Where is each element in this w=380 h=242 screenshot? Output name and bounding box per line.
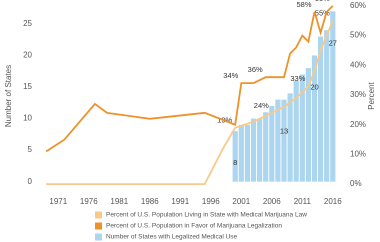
x-tick-label: 2001 xyxy=(232,197,250,206)
bar xyxy=(275,99,281,182)
x-tick-label: 1981 xyxy=(110,197,128,206)
bar xyxy=(281,99,287,182)
line-value-label: 60% xyxy=(315,0,330,3)
x-tick-label: 1986 xyxy=(141,197,159,206)
y-tick-label: 25 xyxy=(23,19,32,28)
bar xyxy=(293,80,299,182)
bar xyxy=(324,30,330,182)
bar xyxy=(299,74,305,182)
bar xyxy=(305,68,311,182)
legend-swatch xyxy=(95,233,102,241)
bar-value-label: 27 xyxy=(329,38,337,47)
y2-tick-label: 60% xyxy=(350,1,366,10)
line-value-label: 33% xyxy=(290,74,305,83)
x-tick-label: 2016 xyxy=(324,197,342,206)
line-value-label: 55% xyxy=(315,9,330,18)
y2-tick-label: 50% xyxy=(350,31,366,40)
y-tick-label: 0 xyxy=(28,177,33,186)
bar xyxy=(244,124,250,182)
y2-tick-label: 30% xyxy=(350,90,366,99)
line-value-label: 36% xyxy=(248,65,263,74)
bar xyxy=(311,55,318,182)
bar xyxy=(318,36,324,182)
bar xyxy=(287,93,293,182)
x-tick-label: 1971 xyxy=(49,197,67,206)
x-tick-label: 2011 xyxy=(294,197,312,206)
bar-value-label: 20 xyxy=(310,82,318,91)
y2-tick-label: 0% xyxy=(350,179,362,188)
line xyxy=(46,20,334,186)
y2-tick-label: 10% xyxy=(350,150,366,159)
bar xyxy=(238,124,244,182)
y-tick-label: 10 xyxy=(23,114,32,123)
y-tick-label: 15 xyxy=(23,82,32,91)
x-tick-label: 2006 xyxy=(263,197,281,206)
y2-axis-label: Percent xyxy=(367,81,376,109)
legend-label: Percent of U.S. Population Living in Sta… xyxy=(106,212,307,219)
legend-swatch xyxy=(95,211,102,219)
bar xyxy=(269,105,275,182)
line-value-label: 58% xyxy=(296,0,311,9)
line-value-label: 24% xyxy=(254,101,269,110)
line xyxy=(45,5,334,153)
x-tick-label: 1991 xyxy=(171,197,189,206)
y2-tick-label: 40% xyxy=(350,60,366,69)
bar xyxy=(257,118,263,182)
x-tick-label: 1996 xyxy=(202,197,220,206)
x-tick-label: 1976 xyxy=(80,197,98,206)
bar-value-label: 8 xyxy=(233,158,237,167)
y-tick-label: 5 xyxy=(28,145,33,154)
bar xyxy=(232,131,238,182)
y-axis-label: Number of States xyxy=(4,65,13,127)
bar xyxy=(263,112,269,182)
legend-label: Number of States with Legalized Medical … xyxy=(106,234,238,241)
bar xyxy=(330,11,336,182)
line-value-label: 34% xyxy=(223,71,238,80)
y-tick-label: 20 xyxy=(23,51,32,60)
y2-tick-label: 20% xyxy=(350,120,366,129)
bar-value-label: 13 xyxy=(280,127,288,136)
legend-swatch xyxy=(95,222,102,230)
legend-label: Percent of U.S. Population in Favor of M… xyxy=(106,223,282,230)
bar xyxy=(250,118,257,182)
